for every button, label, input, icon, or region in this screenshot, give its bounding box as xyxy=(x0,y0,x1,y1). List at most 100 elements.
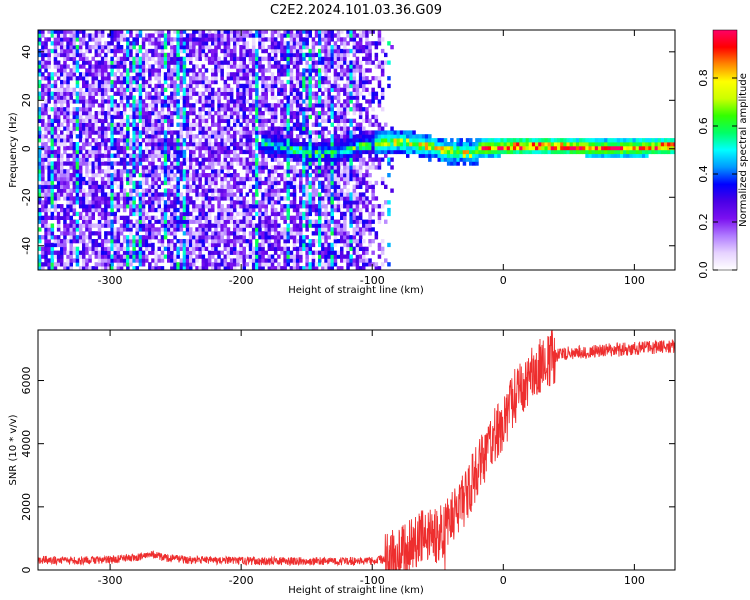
spectrogram-cell xyxy=(286,204,290,209)
spectrogram-cell xyxy=(336,114,341,120)
spectrogram-cell xyxy=(66,45,70,50)
spectrogram-cell xyxy=(69,118,73,123)
spectrogram-cell xyxy=(318,262,322,267)
spectrogram-cell xyxy=(198,130,202,135)
spectrogram-cell xyxy=(104,173,108,178)
spectrogram-cell xyxy=(201,196,206,201)
spectrogram-cell xyxy=(201,37,206,42)
spectrogram-cell xyxy=(82,219,86,224)
spectrogram-cell xyxy=(308,72,312,77)
spectrogram-cell xyxy=(270,33,275,38)
spectrogram-cell xyxy=(100,242,105,248)
spectrogram-cell xyxy=(289,30,294,34)
spectrogram-cell xyxy=(352,60,357,65)
spectrogram-cell xyxy=(167,169,171,174)
spectrogram-cell xyxy=(311,41,316,46)
spectrogram-cell xyxy=(135,130,139,135)
spectrogram-cell xyxy=(308,76,312,81)
spectrogram-cell xyxy=(270,180,275,186)
spectrogram-cell xyxy=(157,37,161,42)
spectrogram-cell xyxy=(182,126,187,131)
spectrogram-cell xyxy=(261,149,265,155)
spectrogram-cell xyxy=(75,239,80,244)
spectrogram-cell xyxy=(270,56,275,61)
spectrogram-cell xyxy=(182,30,187,34)
spectrogram-cell xyxy=(151,126,155,131)
spectrogram-cell xyxy=(292,76,297,81)
spectrogram-cell xyxy=(255,188,259,193)
spectrogram-cell xyxy=(204,76,209,81)
spectrogram-cell xyxy=(321,145,325,151)
spectrogram-cell xyxy=(116,207,121,213)
spectrogram-cell xyxy=(211,192,215,197)
spectrogram-cell xyxy=(283,149,287,155)
spectrogram-cell xyxy=(113,239,117,244)
spectrogram-cell xyxy=(280,246,284,251)
spectrogram-cell xyxy=(122,227,127,232)
spectrogram-cell xyxy=(72,149,77,155)
spectrogram-cell xyxy=(94,41,99,46)
spectrogram-cell xyxy=(138,111,143,116)
spectrogram-cell xyxy=(82,83,86,89)
spectrogram-cell xyxy=(336,33,341,38)
spectrogram-cell xyxy=(72,87,77,92)
spectrogram-cell xyxy=(220,211,224,217)
spectrogram-cell xyxy=(75,246,80,251)
spectrogram-cell xyxy=(195,91,199,96)
spectrogram-cell xyxy=(167,157,171,162)
spectrogram-cell xyxy=(82,72,86,77)
spectrogram-cell xyxy=(340,211,344,217)
spectrogram-cell xyxy=(135,153,139,158)
spectrogram-cell xyxy=(229,134,234,139)
spectrogram-cell xyxy=(173,60,177,65)
spectrogram-cell xyxy=(182,169,187,174)
spectrogram-cell xyxy=(211,242,215,248)
spectrogram-cell xyxy=(324,95,328,100)
spectrogram-cell xyxy=(226,161,231,166)
spectrogram-cell xyxy=(53,176,58,182)
spectrogram-cell xyxy=(53,48,58,54)
spectrogram-cell xyxy=(207,138,212,143)
spectrogram-cell xyxy=(239,149,243,155)
spectrogram-cell xyxy=(324,126,328,131)
spectrogram-cell xyxy=(122,149,127,155)
spectrogram-cell xyxy=(119,83,124,89)
spectrogram-cell xyxy=(220,130,224,135)
spectrogram-cell xyxy=(41,161,45,166)
spectrogram-cell xyxy=(270,169,275,174)
spectrogram-cell xyxy=(336,149,341,155)
spectrogram-cell xyxy=(217,114,221,120)
spectrogram-cell xyxy=(277,192,281,197)
spectrogram-cell xyxy=(75,188,80,193)
spectrogram-cell xyxy=(88,33,92,38)
spectrogram-cell xyxy=(207,91,212,96)
spectrogram-cell xyxy=(82,207,86,213)
spectrogram-cell xyxy=(318,169,322,174)
spectrogram-cell xyxy=(56,134,61,139)
spectrogram-cell xyxy=(63,91,67,96)
spectrogram-cell xyxy=(154,114,158,120)
spectrogram-cell xyxy=(330,231,334,236)
spectrogram-cell xyxy=(132,114,136,120)
spectrogram-cell xyxy=(358,196,363,201)
spectrogram-cell xyxy=(311,95,316,100)
spectrogram-cell xyxy=(283,41,287,46)
spectrogram-cell xyxy=(324,45,328,50)
spectrogram-cell xyxy=(255,165,259,170)
spectrogram-cell xyxy=(44,231,48,236)
spectrogram-cell xyxy=(248,118,253,123)
spectrogram-cell xyxy=(176,107,180,112)
spectrogram-cell xyxy=(72,235,77,240)
spectrogram-cell xyxy=(245,41,250,46)
spectrogram-cell xyxy=(255,173,259,178)
spectrogram-cell xyxy=(189,250,193,255)
spectrogram-cell xyxy=(148,192,152,197)
spectrogram-cell xyxy=(91,196,95,201)
spectrogram-cell xyxy=(340,153,344,158)
spectrogram-cell xyxy=(132,169,136,174)
spectrogram-cell xyxy=(352,153,357,158)
spectrogram-cell xyxy=(53,56,58,61)
spectrogram-cell xyxy=(50,200,55,205)
spectrogram-cell xyxy=(56,52,61,58)
spectrogram-cell xyxy=(60,79,64,85)
